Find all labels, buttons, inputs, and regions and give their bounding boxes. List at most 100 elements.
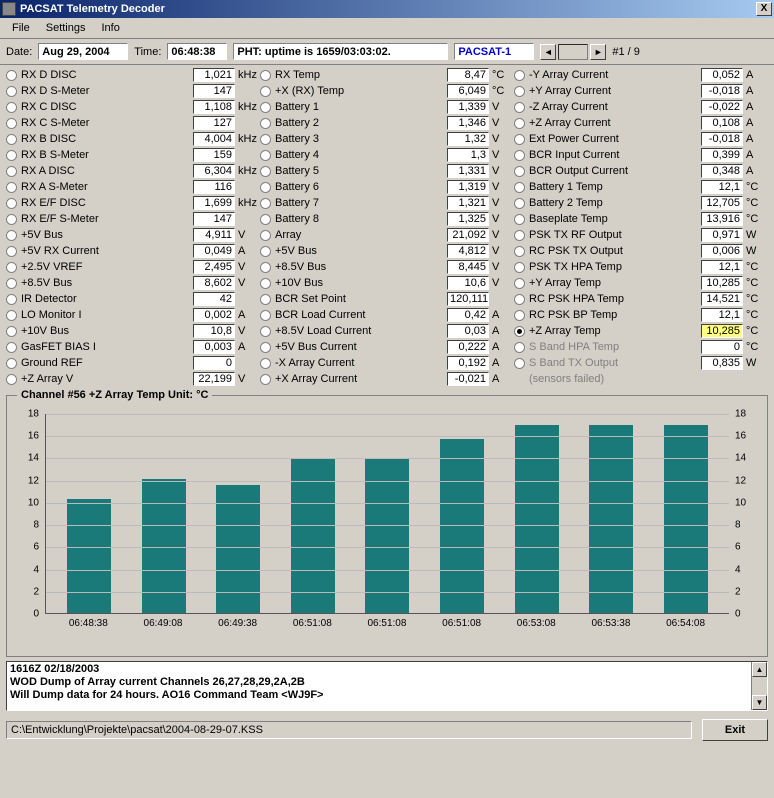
telemetry-row[interactable]: Ext Power Current-0,018A — [514, 131, 768, 147]
radio-icon[interactable] — [514, 102, 525, 113]
radio-icon[interactable] — [260, 342, 271, 353]
radio-icon[interactable] — [260, 326, 271, 337]
radio-icon[interactable] — [6, 166, 17, 177]
telemetry-row[interactable]: +10V Bus10,6V — [260, 275, 514, 291]
radio-icon[interactable] — [514, 198, 525, 209]
telemetry-row[interactable]: RX E/F S-Meter147 — [6, 211, 260, 227]
radio-icon[interactable] — [514, 182, 525, 193]
radio-icon[interactable] — [260, 86, 271, 97]
radio-icon[interactable] — [6, 326, 17, 337]
radio-icon[interactable] — [514, 246, 525, 257]
radio-icon[interactable] — [260, 182, 271, 193]
telemetry-row[interactable]: +5V RX Current0,049A — [6, 243, 260, 259]
telemetry-row[interactable]: +Y Array Current-0,018A — [514, 83, 768, 99]
radio-icon[interactable] — [260, 150, 271, 161]
telemetry-row[interactable]: Battery 31,32V — [260, 131, 514, 147]
radio-icon[interactable] — [6, 118, 17, 129]
telemetry-row[interactable]: S Band TX Output0,835W — [514, 355, 768, 371]
telemetry-row[interactable]: BCR Output Current0,348A — [514, 163, 768, 179]
radio-icon[interactable] — [6, 70, 17, 81]
menu-info[interactable]: Info — [93, 20, 127, 36]
radio-icon[interactable] — [514, 118, 525, 129]
radio-icon[interactable] — [6, 214, 17, 225]
telemetry-row[interactable]: +8.5V Load Current0,03A — [260, 323, 514, 339]
telemetry-row[interactable]: RX A DISC6,304kHz — [6, 163, 260, 179]
radio-icon[interactable] — [514, 150, 525, 161]
exit-button[interactable]: Exit — [702, 719, 768, 741]
telemetry-row[interactable]: LO Monitor I0,002A — [6, 307, 260, 323]
radio-icon[interactable] — [260, 102, 271, 113]
radio-icon[interactable] — [514, 358, 525, 369]
radio-icon[interactable] — [260, 262, 271, 273]
telemetry-row[interactable]: RC PSK BP Temp12,1°C — [514, 307, 768, 323]
time-field[interactable] — [167, 43, 227, 60]
radio-icon[interactable] — [514, 214, 525, 225]
telemetry-row[interactable]: Array21,092V — [260, 227, 514, 243]
telemetry-row[interactable]: RX D S-Meter147 — [6, 83, 260, 99]
telemetry-row[interactable]: -Y Array Current0,052A — [514, 67, 768, 83]
radio-icon[interactable] — [6, 358, 17, 369]
radio-icon[interactable] — [514, 134, 525, 145]
telemetry-row[interactable]: Battery 51,331V — [260, 163, 514, 179]
radio-icon[interactable] — [514, 86, 525, 97]
radio-icon[interactable] — [514, 230, 525, 241]
radio-icon[interactable] — [6, 102, 17, 113]
telemetry-row[interactable]: Battery 1 Temp12,1°C — [514, 179, 768, 195]
radio-icon[interactable] — [260, 118, 271, 129]
telemetry-row[interactable]: +10V Bus10,8V — [6, 323, 260, 339]
telemetry-row[interactable]: +8.5V Bus8,445V — [260, 259, 514, 275]
scroll-up-button[interactable]: ▲ — [752, 662, 767, 677]
radio-icon[interactable] — [260, 198, 271, 209]
telemetry-row[interactable]: Ground REF0 — [6, 355, 260, 371]
telemetry-row[interactable]: +Z Array Current0,108A — [514, 115, 768, 131]
radio-icon[interactable] — [514, 294, 525, 305]
radio-icon[interactable] — [260, 294, 271, 305]
radio-icon[interactable] — [6, 374, 17, 385]
page-prev-button[interactable]: ◄ — [540, 44, 556, 60]
radio-icon[interactable] — [514, 342, 525, 353]
telemetry-row[interactable]: BCR Input Current0,399A — [514, 147, 768, 163]
telemetry-row[interactable]: RX B DISC4,004kHz — [6, 131, 260, 147]
telemetry-row[interactable]: +5V Bus4,911V — [6, 227, 260, 243]
telemetry-row[interactable]: Battery 81,325V — [260, 211, 514, 227]
telemetry-row[interactable]: Battery 41,3V — [260, 147, 514, 163]
radio-icon[interactable] — [260, 214, 271, 225]
radio-icon[interactable] — [260, 310, 271, 321]
telemetry-row[interactable]: RC PSK TX Output0,006W — [514, 243, 768, 259]
radio-icon[interactable] — [514, 278, 525, 289]
radio-icon[interactable] — [6, 230, 17, 241]
telemetry-row[interactable]: +5V Bus4,812V — [260, 243, 514, 259]
menu-file[interactable]: File — [4, 20, 38, 36]
radio-icon[interactable] — [514, 70, 525, 81]
telemetry-row[interactable]: (sensors failed) — [514, 371, 768, 387]
telemetry-row[interactable]: RX A S-Meter116 — [6, 179, 260, 195]
telemetry-row[interactable]: +5V Bus Current0,222A — [260, 339, 514, 355]
radio-icon[interactable] — [6, 342, 17, 353]
telemetry-row[interactable]: +Y Array Temp10,285°C — [514, 275, 768, 291]
radio-icon[interactable] — [260, 230, 271, 241]
radio-icon[interactable] — [260, 278, 271, 289]
page-next-button[interactable]: ► — [590, 44, 606, 60]
telemetry-row[interactable]: IR Detector42 — [6, 291, 260, 307]
log-scrollbar[interactable]: ▲ ▼ — [751, 662, 767, 710]
telemetry-row[interactable]: RX C DISC1,108kHz — [6, 99, 260, 115]
telemetry-row[interactable]: BCR Set Point120,111 — [260, 291, 514, 307]
telemetry-row[interactable]: +2.5V VREF2,495V — [6, 259, 260, 275]
telemetry-row[interactable]: GasFET BIAS I0,003A — [6, 339, 260, 355]
radio-icon[interactable] — [514, 310, 525, 321]
radio-icon[interactable] — [260, 358, 271, 369]
telemetry-row[interactable]: RX C S-Meter127 — [6, 115, 260, 131]
radio-icon[interactable] — [6, 134, 17, 145]
telemetry-row[interactable]: PSK TX RF Output0,971W — [514, 227, 768, 243]
radio-icon[interactable] — [6, 198, 17, 209]
radio-icon[interactable] — [260, 70, 271, 81]
telemetry-row[interactable]: Battery 2 Temp12,705°C — [514, 195, 768, 211]
telemetry-row[interactable]: +X (RX) Temp6,049°C — [260, 83, 514, 99]
radio-icon[interactable] — [514, 166, 525, 177]
radio-icon[interactable] — [6, 246, 17, 257]
radio-icon[interactable] — [6, 278, 17, 289]
radio-icon[interactable] — [260, 246, 271, 257]
date-field[interactable] — [38, 43, 128, 60]
telemetry-row[interactable]: +Z Array V22,199V — [6, 371, 260, 387]
telemetry-row[interactable]: +X Array Current-0,021A — [260, 371, 514, 387]
